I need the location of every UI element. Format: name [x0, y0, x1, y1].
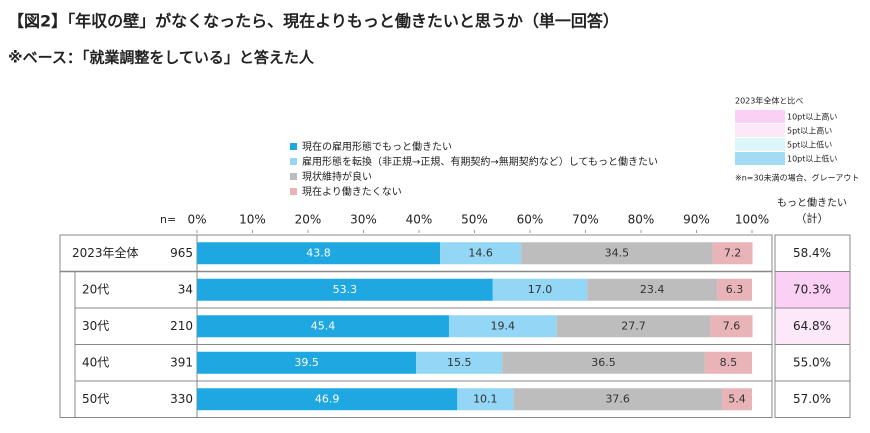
x-tick-label: 50%	[461, 213, 488, 227]
row-label: 2023年全体	[72, 245, 139, 260]
n-value: 391	[170, 355, 193, 369]
total-value: 55.0%	[793, 355, 831, 369]
data-label: 15.5	[447, 356, 472, 369]
comparison-label: 10pt以上高い	[787, 112, 837, 122]
n-value: 34	[178, 282, 193, 296]
x-tick-label: 0%	[187, 213, 206, 227]
data-label: 5.4	[728, 392, 746, 405]
row-label: 20代	[82, 282, 109, 296]
comparison-note: ※n=30未満の場合、グレーアウト	[735, 173, 859, 183]
total-header: もっと働きたい	[777, 196, 847, 209]
bar-segment	[448, 315, 557, 338]
bar-segment	[197, 242, 441, 265]
row-label: 50代	[82, 392, 109, 406]
data-label: 34.5	[605, 246, 630, 259]
comparison-label: 5pt以上低い	[787, 140, 832, 150]
bar-segment	[197, 388, 458, 411]
comparison-swatch	[735, 110, 785, 123]
data-label: 36.5	[591, 356, 616, 369]
chart-title: 【図2】「年収の壁」がなくなったら、現在よりもっと働きたいと思うか（単一回答）	[8, 12, 619, 31]
legend-label: 現在の雇用形態でもっと働きたい	[302, 140, 452, 153]
comparison-label: 10pt以上低い	[787, 154, 837, 164]
legend-swatch	[290, 173, 297, 180]
data-label: 53.3	[333, 283, 358, 296]
legend-swatch	[290, 143, 297, 150]
data-label: 7.2	[724, 246, 742, 259]
x-tick-label: 20%	[295, 213, 322, 227]
data-label: 19.4	[491, 319, 516, 332]
comparison-label: 5pt以上高い	[787, 126, 832, 136]
x-tick-label: 70%	[572, 213, 599, 227]
x-tick-label: 90%	[683, 213, 710, 227]
total-value: 57.0%	[793, 392, 831, 406]
bar-segment	[502, 351, 705, 374]
bar-segment	[712, 242, 753, 265]
data-label: 6.3	[726, 283, 744, 296]
n-value: 210	[170, 319, 193, 333]
comparison-swatch	[735, 124, 785, 137]
bar-segment	[513, 388, 723, 411]
x-tick-label: 10%	[239, 213, 266, 227]
total-frame	[774, 234, 851, 418]
x-tick-label: 80%	[628, 213, 655, 227]
bar-segment	[704, 351, 752, 374]
bar-segment	[521, 242, 713, 265]
bar-segment	[587, 278, 718, 301]
total-value: 70.3%	[793, 282, 831, 296]
total-highlight	[775, 308, 850, 344]
bar-segment	[556, 315, 711, 338]
data-label: 8.5	[720, 356, 738, 369]
total-header: （計）	[796, 211, 829, 225]
legend-swatch	[290, 158, 297, 165]
x-tick-label: 60%	[517, 213, 544, 227]
n-value: 965	[170, 246, 193, 260]
legend-label: 現状維持が良い	[302, 170, 372, 183]
bar-segment	[197, 278, 493, 301]
total-value: 64.8%	[793, 319, 831, 333]
bar-segment	[416, 351, 503, 374]
n-value: 330	[170, 392, 193, 406]
bar-segment	[197, 351, 417, 374]
comparison-title: 2023年全体と比べ	[735, 96, 803, 106]
table-frame	[59, 234, 773, 418]
data-label: 7.6	[723, 319, 741, 332]
data-label: 45.4	[311, 319, 336, 332]
data-label: 23.4	[640, 283, 665, 296]
n-header: n=	[160, 213, 176, 226]
bar-segment	[710, 315, 753, 338]
data-label: 46.9	[315, 392, 340, 405]
legend-label: 現在より働きたくない	[302, 185, 402, 198]
data-label: 39.5	[294, 356, 319, 369]
bar-segment	[717, 278, 752, 301]
legend-swatch	[290, 188, 297, 195]
bar-segment	[722, 388, 752, 411]
comparison-swatch	[735, 152, 785, 165]
bar-segment	[440, 242, 522, 265]
comparison-swatch	[735, 138, 785, 151]
x-tick-label: 100%	[735, 213, 769, 227]
data-label: 27.7	[621, 319, 646, 332]
bar-segment	[197, 315, 449, 338]
data-label: 37.6	[605, 392, 630, 405]
data-label: 17.0	[528, 283, 553, 296]
data-label: 43.8	[306, 246, 331, 259]
data-label: 10.1	[473, 392, 498, 405]
chart-subtitle: ※ベース：「就業調整をしている」と答えた人	[8, 49, 315, 67]
bar-segment	[457, 388, 514, 411]
total-highlight	[775, 272, 850, 308]
bar-segment	[492, 278, 588, 301]
row-label: 40代	[82, 355, 109, 369]
total-value: 58.4%	[793, 246, 831, 260]
row-label: 30代	[82, 319, 109, 333]
x-tick-label: 40%	[406, 213, 433, 227]
data-label: 14.6	[468, 246, 493, 259]
legend-label: 雇用形態を転換（非正規→正規、有期契約→無期契約など）してもっと働きたい	[302, 155, 658, 168]
x-tick-label: 30%	[350, 213, 377, 227]
